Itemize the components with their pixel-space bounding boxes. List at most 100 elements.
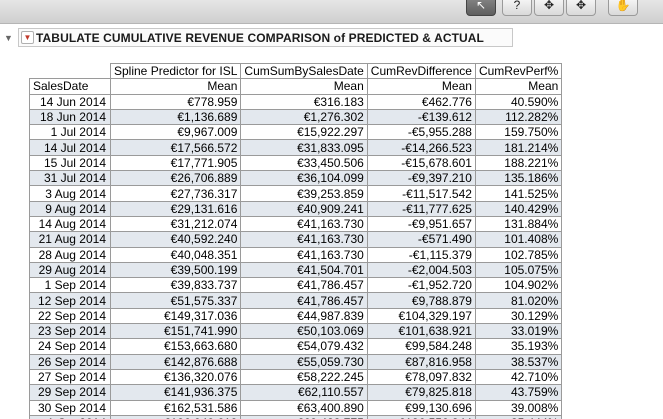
value-cell: €15,922.297 [240, 124, 368, 141]
section-header: ▼ TABULATE CUMULATIVE REVENUE COMPARISON… [18, 28, 513, 47]
sales-date-cell: 14 Aug 2014 [29, 215, 111, 233]
col-header[interactable]: Spline Predictor for ISL [109, 62, 242, 80]
value-cell: €41,163.730 [240, 215, 368, 233]
sales-date-cell: 14 Jun 2014 [29, 93, 111, 110]
red-menu-triangle-icon[interactable]: ▼ [21, 31, 34, 44]
value-cell: €126,556.844 [366, 414, 476, 419]
value-cell: €29,131.616 [109, 200, 242, 217]
value-cell: 43.759% [474, 384, 563, 401]
table-row: 29 Sep 2014 €141,936.375 €62,110.557 €79,82… [29, 384, 563, 401]
grab-hand-icon[interactable]: ✋ [608, 0, 638, 16]
value-cell: -€1,115.379 [366, 246, 476, 263]
value-cell: €78,097.832 [366, 368, 476, 386]
value-cell: €54,079.432 [240, 338, 368, 355]
collapse-triangle-icon[interactable]: ▼ [4, 33, 13, 43]
value-cell: €149,317.036 [109, 307, 242, 325]
value-cell: €50,103.069 [240, 323, 368, 340]
sales-date-cell: 22 Sep 2014 [29, 307, 111, 325]
sales-date-cell: 15 Jul 2014 [29, 154, 111, 172]
table-row: 23 Sep 2014 €151,741.990 €50,103.069 €101,6… [29, 323, 563, 340]
value-cell: €41,786.457 [240, 277, 368, 294]
value-cell: 188.221% [474, 154, 563, 172]
crosshair-select-icon[interactable]: ✥ [534, 0, 564, 16]
value-cell: €39,253.859 [240, 185, 368, 202]
value-cell: 140.429% [474, 200, 563, 217]
table-row: 30 Sep 2014 €162,531.586 €63,400.890 €99,13… [29, 399, 563, 416]
table-row: 26 Sep 2014 €142,876.688 €55,059.730 €87,81… [29, 353, 563, 370]
value-cell: €40,592.240 [109, 231, 242, 248]
sales-date-cell: 12 Sep 2014 [29, 292, 111, 309]
value-cell: -€139.612 [366, 108, 476, 126]
table-row: 3 Aug 2014 €27,736.317 €39,253.859 -€11,517… [29, 185, 563, 202]
value-cell: -€11,777.625 [366, 200, 476, 217]
report-section: ▼ ▼ TABULATE CUMULATIVE REVENUE COMPARIS… [0, 28, 663, 48]
value-cell: €69,483.775 [240, 414, 368, 419]
value-cell: €99,130.696 [366, 399, 476, 416]
value-cell: -€571.490 [366, 231, 476, 248]
value-cell: €99,584.248 [366, 338, 476, 355]
value-cell: 135.186% [474, 170, 563, 187]
value-cell: €104,329.197 [366, 307, 476, 325]
sales-date-cell: 21 Aug 2014 [29, 231, 111, 248]
col-header[interactable]: CumRevDifference [366, 62, 476, 80]
value-cell: 112.282% [474, 108, 563, 126]
stat-label: Mean [366, 78, 476, 95]
value-cell: -€5,955.288 [366, 124, 476, 141]
table-row: 12 Sep 2014 €51,575.337 €41,786.457 €9,788.… [29, 292, 563, 309]
value-cell: €62,110.557 [240, 384, 368, 401]
value-cell: 159.750% [474, 124, 563, 141]
value-cell: 38.537% [474, 353, 563, 370]
sales-date-cell: 27 Sep 2014 [29, 368, 111, 386]
col-header[interactable]: CumSumBySalesDate [240, 62, 368, 80]
sales-date-cell: 18 Jun 2014 [29, 108, 111, 126]
value-cell: €41,163.730 [240, 231, 368, 248]
sales-date-cell: 23 Sep 2014 [29, 323, 111, 340]
value-cell: 81.020% [474, 292, 563, 309]
table-row: 27 Sep 2014 €136,320.076 €58,222.245 €78,09… [29, 368, 563, 386]
sales-date-cell: 3 Aug 2014 [29, 185, 111, 202]
value-cell: €1,136.689 [109, 108, 242, 126]
table-body: 14 Jun 2014 €778.959 €316.183 €462.776 40.59… [29, 93, 563, 419]
value-cell: €26,706.889 [109, 170, 242, 187]
table-row: 28 Aug 2014 €40,048.351 €41,163.730 -€1,115… [29, 246, 563, 263]
table-row: 18 Jun 2014 €1,136.689 €1,276.302 -€139.612… [29, 108, 563, 126]
value-cell: 30.129% [474, 307, 563, 325]
revenue-table: Spline Predictor for ISL CumSumBySalesDa… [29, 62, 563, 419]
sales-date-cell: 14 Jul 2014 [29, 139, 111, 156]
value-cell: €31,212.074 [109, 215, 242, 233]
value-cell: €36,104.099 [240, 170, 368, 187]
value-cell: -€2,004.503 [366, 261, 476, 279]
pointer-arrow-icon[interactable]: ↖ [466, 0, 496, 16]
value-cell: 141.525% [474, 185, 563, 202]
value-cell: €87,816.958 [366, 353, 476, 370]
value-cell: €31,833.095 [240, 139, 368, 156]
value-cell: €142,876.688 [109, 353, 242, 370]
value-cell: €17,771.905 [109, 154, 242, 172]
value-cell: €196,040.619 [109, 414, 242, 419]
value-cell: €39,500.199 [109, 261, 242, 279]
help-icon[interactable]: ? [502, 0, 532, 16]
table-row: 22 Sep 2014 €149,317.036 €44,987.839 €104,3… [29, 307, 563, 325]
value-cell: €40,909.241 [240, 200, 368, 217]
table-row: 29 Aug 2014 €39,500.199 €41,504.701 -€2,004… [29, 261, 563, 279]
table-row: 15 Jul 2014 €17,771.905 €33,450.506 -€15,67… [29, 154, 563, 172]
col-header[interactable]: CumRevPerf% [474, 62, 563, 80]
value-cell: €778.959 [109, 93, 242, 110]
value-cell: €9,967.009 [109, 124, 242, 141]
table-row: 31 Jul 2014 €26,706.889 €36,104.099 -€9,397… [29, 170, 563, 187]
table-row: 14 Aug 2014 €31,212.074 €41,163.730 -€9,951… [29, 215, 563, 233]
row-header-label[interactable]: SalesDate [29, 78, 111, 95]
value-cell: €27,736.317 [109, 185, 242, 202]
stat-label: Mean [474, 78, 563, 95]
value-cell: €41,786.457 [240, 292, 368, 309]
value-cell: -€1,952.720 [366, 277, 476, 294]
value-cell: -€11,517.542 [366, 185, 476, 202]
value-cell: €55,059.730 [240, 353, 368, 370]
table-row: 21 Aug 2014 €40,592.240 €41,163.730 -€571.4… [29, 231, 563, 248]
move-arrows-icon[interactable]: ✥ [566, 0, 596, 16]
value-cell: -€9,951.657 [366, 215, 476, 233]
value-cell: €162,531.586 [109, 399, 242, 416]
value-cell: €41,504.701 [240, 261, 368, 279]
value-cell: 104.902% [474, 277, 563, 294]
value-cell: €44,987.839 [240, 307, 368, 325]
